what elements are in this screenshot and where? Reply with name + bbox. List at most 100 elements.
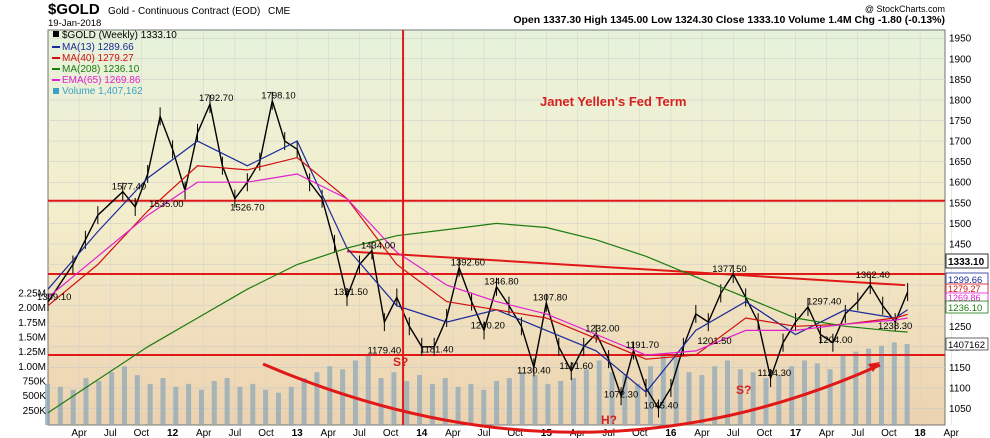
- y-tick-label: 1950: [949, 34, 972, 45]
- x-tick-label: Jul: [353, 428, 366, 438]
- y-tick-label: 1750: [949, 116, 972, 127]
- price-label: 1191.70: [625, 340, 659, 351]
- volume-bar: [686, 372, 692, 425]
- ma13-tag: 1299.66: [948, 275, 982, 286]
- x-tick-label: Oct: [383, 428, 399, 438]
- y-tick-label: 1800: [949, 95, 972, 106]
- volume-bar: [583, 369, 589, 425]
- volume-tag: 1407162: [945, 337, 989, 351]
- volume-bar: [70, 389, 76, 425]
- volume-bar: [545, 383, 551, 425]
- volume-bar: [224, 378, 230, 425]
- series-line-ma-208: [47, 222, 908, 414]
- volume-bar: [263, 389, 269, 425]
- x-tick-label: Apr: [694, 428, 710, 438]
- x-tick-label: Oct: [134, 428, 150, 438]
- x-tick-label: 18: [915, 428, 927, 438]
- volume-bar: [429, 383, 435, 425]
- volume-bar: [314, 372, 320, 425]
- svg-text:MA(208) 1236.10: MA(208) 1236.10: [62, 64, 140, 75]
- fed-term-label: Janet Yellen's Fed Term: [540, 94, 686, 109]
- y-tick-label: 1850: [949, 75, 972, 86]
- x-tick-label: 12: [167, 428, 179, 438]
- trendline: [346, 250, 906, 287]
- price-label: 1232.00: [585, 324, 619, 335]
- ema65-tag: 1269.86: [948, 293, 981, 303]
- price-label: 1346.80: [484, 276, 518, 287]
- volume-bar: [468, 383, 474, 425]
- volume-bar: [301, 378, 307, 425]
- x-tick-label: Jul: [104, 428, 117, 438]
- ma208-tag: 1236.10: [948, 303, 982, 314]
- price-label: 1577.40: [112, 182, 146, 193]
- x-tick-label: Apr: [943, 428, 959, 438]
- legend-item-ema65: EMA(65) 1269.86: [52, 75, 141, 86]
- legend-item-ma13: MA(13) 1289.66: [52, 42, 134, 53]
- volume-bar: [417, 375, 423, 425]
- volume-bar: [237, 386, 243, 425]
- price-label: 1045.40: [644, 400, 678, 411]
- x-tick-label: Oct: [632, 428, 648, 438]
- volume-bar: [853, 351, 859, 425]
- ma-value-tags: 1299.66 1279.27 1269.86 1236.10: [945, 272, 989, 314]
- svg-text:MA(13) 1289.66: MA(13) 1289.66: [62, 42, 134, 53]
- volume-tick-label: 500K: [23, 391, 47, 402]
- head-label: H?: [601, 413, 617, 427]
- date-label: 19-Jan-2018: [48, 18, 101, 29]
- volume-bar: [404, 380, 410, 425]
- volume-bar: [391, 372, 397, 425]
- price-label: 1124.30: [758, 368, 792, 379]
- price-label: 1377.50: [712, 264, 746, 275]
- volume-bar: [827, 369, 833, 425]
- x-tick-label: Oct: [258, 428, 274, 438]
- volume-bar: [725, 360, 731, 425]
- volume-bar: [763, 378, 769, 425]
- volume-bar: [660, 354, 666, 425]
- volume-bar: [365, 354, 371, 425]
- volume-bar: [45, 383, 50, 425]
- y-tick-label: 1500: [949, 219, 972, 230]
- series-line-ema-65: [47, 173, 908, 356]
- x-tick-label: 14: [416, 428, 428, 438]
- volume-bar: [571, 378, 577, 425]
- volume-bar: [340, 369, 346, 425]
- x-tick-label: Jul: [228, 428, 241, 438]
- x-tick-label: Apr: [819, 428, 835, 438]
- y-tick-label: 1650: [949, 157, 972, 168]
- legend-item-ma40: MA(40) 1279.27: [52, 53, 134, 64]
- volume-axis: 250K 500K 750K 1.00M 1.25M 1.50M 1.75M 2.00M 2.2…: [18, 288, 46, 416]
- legend-item-ma208: MA(208) 1236.10: [52, 64, 140, 75]
- volume-bar: [275, 392, 281, 425]
- y-tick-label: 1450: [949, 239, 972, 250]
- volume-bar: [673, 357, 679, 425]
- volume-bar: [186, 383, 192, 425]
- volume-bar: [558, 380, 564, 425]
- volume-bar: [596, 360, 602, 425]
- x-tick-label: Jul: [851, 428, 864, 438]
- volume-bar: [352, 360, 358, 425]
- x-tick-label: Oct: [881, 428, 897, 438]
- price-label: 1535.00: [149, 199, 183, 210]
- volume-bar: [378, 378, 384, 425]
- series-line-ma-40: [47, 156, 908, 360]
- volume-bar: [801, 360, 807, 425]
- y-tick-label: 1150: [949, 363, 971, 374]
- x-tick-label: 17: [790, 428, 802, 438]
- price-label: 1181.40: [420, 344, 454, 355]
- x-tick-label: 13: [292, 428, 304, 438]
- price-label: 1179.40: [368, 345, 402, 356]
- saucer-arrow: [868, 362, 880, 372]
- volume-tick-label: 1.50M: [18, 332, 46, 343]
- svg-text:1407162: 1407162: [948, 340, 985, 351]
- volume-tick-label: 1.25M: [18, 347, 46, 358]
- volume-bar: [481, 389, 487, 425]
- volume-bar: [455, 386, 461, 425]
- x-tick-label: Apr: [445, 428, 461, 438]
- volume-tick-label: 250K: [23, 406, 47, 417]
- legend: $GOLD (Weekly) 1333.10 MA(13) 1289.66 MA…: [52, 30, 177, 97]
- volume-bar: [814, 363, 820, 425]
- x-tick-label: Jul: [478, 428, 491, 438]
- volume-bar: [519, 372, 525, 425]
- volume-bar: [622, 375, 628, 425]
